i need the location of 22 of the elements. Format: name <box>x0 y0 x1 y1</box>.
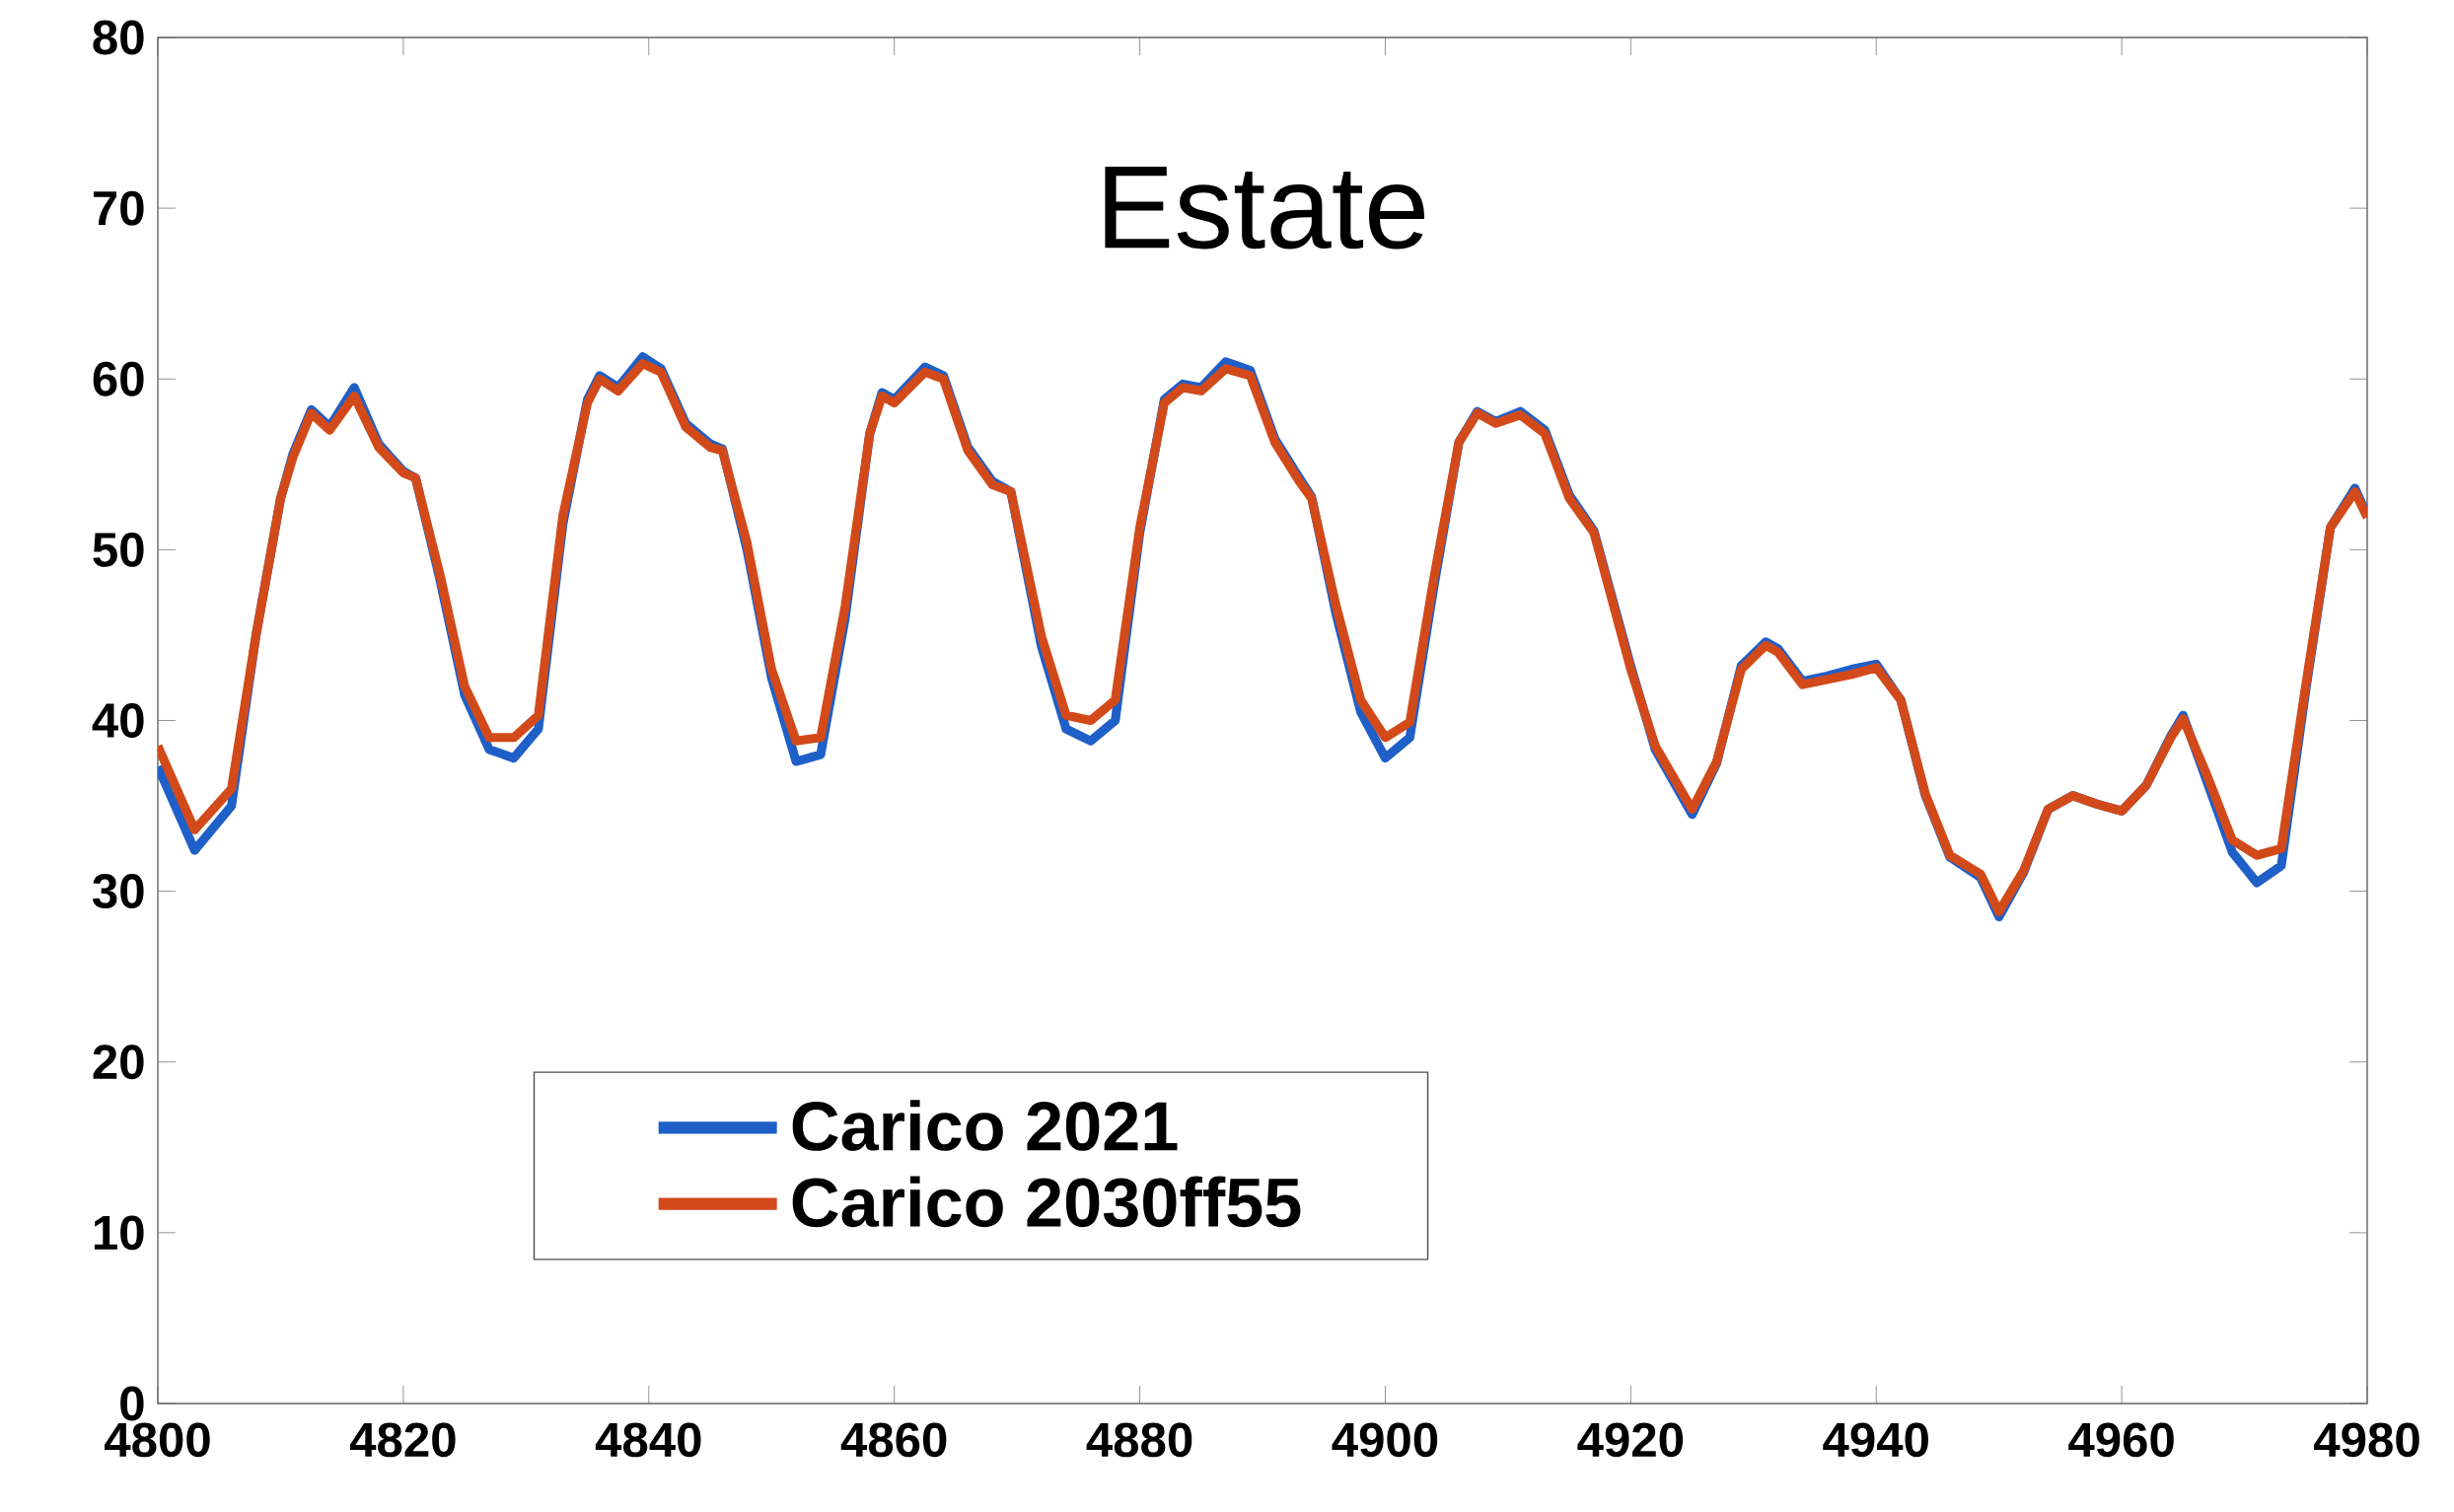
x-tick-label: 4840 <box>595 1422 701 1458</box>
legend-label: Carico 2021 <box>792 1100 1178 1151</box>
x-tick-label: 4880 <box>1086 1422 1192 1458</box>
legend-label: Carico 2030ff55 <box>792 1176 1301 1228</box>
x-tick-label: 4900 <box>1332 1422 1438 1458</box>
y-tick-label: 40 <box>92 703 144 738</box>
y-tick-label: 30 <box>92 874 144 909</box>
y-tick-label: 50 <box>93 532 144 567</box>
y-tick-label: 60 <box>93 361 144 396</box>
text: Estate <box>1105 167 1425 250</box>
x-tick-label: 4940 <box>1823 1422 1928 1458</box>
y-tick-label: 80 <box>93 20 144 55</box>
x-tick-label: 4820 <box>349 1422 456 1458</box>
y-tick-label: 20 <box>93 1044 144 1080</box>
x-tick-label: 4960 <box>2068 1422 2174 1458</box>
x-tick-label: 4920 <box>1577 1422 1684 1458</box>
x-tick-label: 4800 <box>105 1422 210 1458</box>
y-tick-label: 10 <box>94 1215 144 1251</box>
y-tick-label: 70 <box>93 190 144 226</box>
y-tick-label: 0 <box>120 1386 144 1421</box>
x-tick-label: 4860 <box>840 1422 947 1458</box>
x-tick-label: 4980 <box>2314 1422 2419 1458</box>
